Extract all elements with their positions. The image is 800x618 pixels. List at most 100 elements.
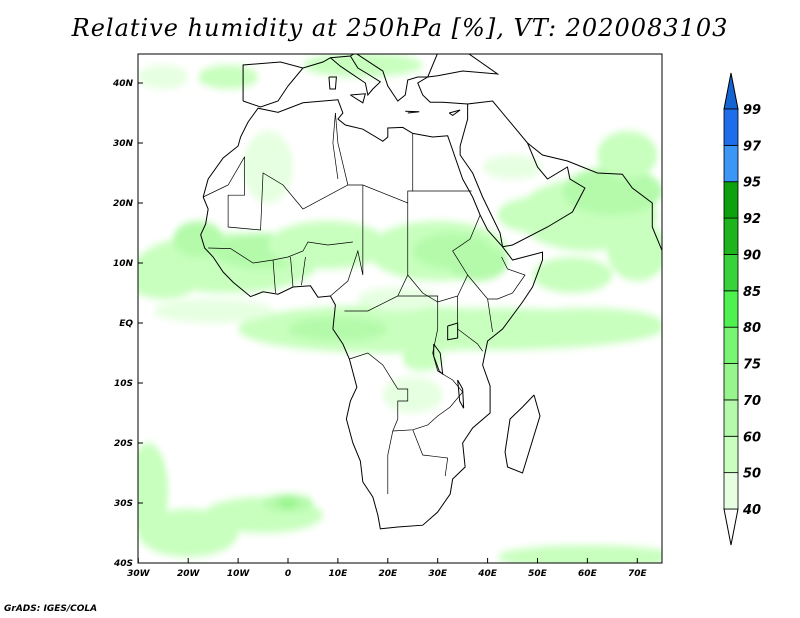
country-border [273,260,275,293]
colorbar-segment [723,181,739,219]
country-border [408,215,480,302]
colorbar-segment [723,108,739,146]
lon-label: 10E [329,569,349,579]
lon-label: 10W [227,569,251,579]
lon-label: 0 [285,569,291,579]
humidity-area [153,299,274,323]
grads-credit: GrADS: IGES/COLA [4,604,98,614]
humidity-area [382,377,443,413]
lon-label: 70E [628,569,648,579]
lon-label: 30W [127,569,151,579]
coastline-crete [405,111,419,113]
lon-label: 20E [378,569,398,579]
country-border [203,157,244,197]
country-border [468,257,525,299]
coastline-malawi [458,380,464,408]
colorbar-segment [723,326,739,364]
coastline-iran [528,143,663,251]
country-border [458,296,483,351]
humidity-shading [138,54,662,563]
coastline-lakeVic [448,323,458,340]
colorbar-label: 50 [743,467,761,482]
colorbar-segment [723,435,739,474]
plot-title: Relative humidity at 250hPa [%], VT: 202… [71,14,729,42]
coastline-black [428,53,498,77]
lat-label: 40N [112,79,134,89]
lat-label: EQ [119,319,133,329]
coastline-arabia [460,101,585,247]
coastline-sicily [350,94,365,103]
humidity-area [243,131,293,203]
country-border [388,296,463,494]
humidity-area [482,155,543,179]
humidity-area [532,257,613,293]
country-border [488,299,493,332]
colorbar-label: 75 [743,358,761,373]
humidity-area [512,308,662,338]
country-border [335,113,347,185]
country-border [290,257,292,287]
lon-label: 40E [477,569,498,579]
colorbar-segment [723,290,739,328]
humidity-area [138,443,169,539]
lat-label: 20S [114,439,133,449]
colorbar-label: 92 [743,212,761,227]
map-frame [137,53,663,564]
colorbar-segment [723,399,739,437]
lat-label: 30N [113,139,134,149]
lon-label: 30E [428,569,448,579]
humidity-area [198,65,259,89]
coastline-africa [201,100,543,529]
colorbar-label: 90 [743,248,761,263]
coastline-cyprus [449,110,460,115]
country-border [301,257,305,285]
country-border [330,185,362,296]
humidity-area [562,167,662,215]
colorbar-label: 70 [743,394,761,409]
colorbar-segment [723,472,739,510]
country-border [333,113,338,179]
colorbar: 40 50 60 70 75 80 85 90 92 95 97 99 [723,72,762,546]
humidity-area [278,498,298,508]
coastline-madagascar [505,395,540,473]
colorbar-label: 97 [743,139,762,154]
coastline-iberia [243,62,303,107]
lat-label: 10N [113,259,134,269]
colorbar-label: 60 [743,430,761,445]
colorbar-segment [723,363,739,401]
humidity-area [447,245,508,281]
coastlines [201,53,663,529]
colorbar-segment [723,254,739,292]
humidity-area [302,54,423,77]
lat-label: 40S [113,559,133,569]
lon-label: 60E [578,569,598,579]
humidity-area [497,545,662,563]
lat-label: 20N [113,199,134,209]
colorbar-segment [723,217,739,255]
colorbar-under-triangle [723,508,739,546]
country-border [208,242,353,263]
country-border [349,353,407,431]
humidity-area [173,221,224,257]
country-border [413,430,448,476]
country-border [228,133,413,230]
humidity-area [597,131,658,179]
humidity-area [288,317,388,341]
colorbar-label: 99 [743,103,761,118]
coastline-sardinia [329,77,336,89]
humidity-area [138,65,189,89]
colorbar-label: 95 [743,176,761,191]
lon-label: 20W [177,569,201,579]
lat-label: 30S [114,499,133,509]
humidity-area [607,221,662,281]
colorbar-over-triangle [723,72,739,110]
lat-label: 10S [114,379,133,389]
humidity-area [497,197,578,233]
colorbar-label: 80 [743,321,761,336]
colorbar-label: 40 [742,503,761,518]
coastline-tanganyika [434,344,443,374]
colorbar-label: 85 [743,285,761,300]
